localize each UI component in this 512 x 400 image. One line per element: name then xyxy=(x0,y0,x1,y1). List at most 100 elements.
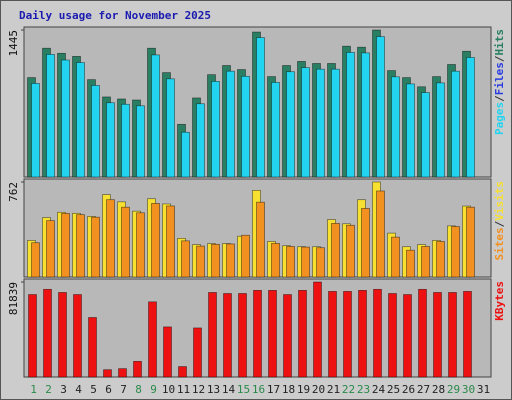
x-tick-label: 9 xyxy=(150,383,157,396)
bar xyxy=(316,247,325,278)
bar xyxy=(463,291,472,378)
x-tick-label: 29 xyxy=(447,383,460,396)
bar xyxy=(313,281,322,378)
bar xyxy=(376,36,385,178)
bar xyxy=(298,290,307,378)
x-tick-label: 13 xyxy=(207,383,220,396)
bar xyxy=(256,37,265,178)
bar xyxy=(76,214,85,278)
bar xyxy=(376,190,385,278)
legend-entry: Sites xyxy=(493,227,506,260)
bar xyxy=(193,327,202,378)
bar xyxy=(136,105,145,178)
bar xyxy=(466,206,475,278)
bar xyxy=(163,326,172,378)
x-tick-label: 18 xyxy=(282,383,295,396)
bar xyxy=(211,243,220,278)
bar xyxy=(103,369,112,378)
bar xyxy=(391,76,400,178)
bar xyxy=(406,83,415,178)
x-tick-label: 4 xyxy=(75,383,82,396)
bar xyxy=(346,224,355,278)
x-tick-label: 14 xyxy=(222,383,236,396)
x-tick-label: 1 xyxy=(30,383,37,396)
bar xyxy=(331,68,340,178)
y-tick-label: 1445 xyxy=(7,30,20,57)
chart-title: Daily usage for November 2025 xyxy=(19,9,211,22)
bar xyxy=(223,293,232,378)
x-tick-label: 5 xyxy=(90,383,97,396)
legend-separator: / xyxy=(493,220,506,227)
bar xyxy=(373,288,382,378)
bar xyxy=(91,85,100,178)
legend-entry: Visits xyxy=(493,181,506,221)
legend-entry: Hits xyxy=(493,29,506,56)
bar xyxy=(403,294,412,378)
bar xyxy=(451,226,460,278)
x-tick-label: 16 xyxy=(252,383,265,396)
bar xyxy=(148,301,157,378)
bar xyxy=(76,62,85,178)
bar xyxy=(283,294,292,378)
legend-entry: KBytes xyxy=(493,281,506,321)
y-tick-label: 81839 xyxy=(7,282,20,315)
bar xyxy=(196,103,205,178)
bar xyxy=(343,291,352,378)
bar xyxy=(181,240,190,278)
legend: Pages/Files/Hits xyxy=(493,29,506,135)
legend-separator: / xyxy=(493,55,506,62)
bar xyxy=(418,288,427,378)
bar xyxy=(181,131,190,178)
bar xyxy=(301,67,310,178)
x-tick-label: 31 xyxy=(477,383,490,396)
bar xyxy=(256,201,265,278)
bar xyxy=(238,293,247,378)
x-tick-label: 2 xyxy=(45,383,52,396)
x-tick-label: 25 xyxy=(387,383,400,396)
bar xyxy=(211,81,220,178)
bar xyxy=(316,68,325,178)
bar xyxy=(241,75,250,178)
bar xyxy=(61,213,70,278)
bar xyxy=(361,208,370,278)
x-tick-label: 20 xyxy=(312,383,325,396)
bar xyxy=(46,54,55,178)
bar xyxy=(133,360,142,378)
bar xyxy=(406,249,415,278)
bar xyxy=(448,292,457,378)
x-tick-label: 22 xyxy=(342,383,355,396)
bar xyxy=(301,246,310,278)
bar xyxy=(268,290,277,378)
bar xyxy=(121,206,130,278)
x-tick-label: 10 xyxy=(162,383,175,396)
bar xyxy=(421,246,430,278)
bar xyxy=(58,292,67,378)
bar xyxy=(286,246,295,278)
x-tick-label: 8 xyxy=(135,383,142,396)
bar xyxy=(31,242,40,278)
x-tick-label: 23 xyxy=(357,383,370,396)
legend-entry: Pages xyxy=(493,102,506,135)
bar xyxy=(361,52,370,178)
x-tick-label: 19 xyxy=(297,383,310,396)
bar xyxy=(451,70,460,178)
bar xyxy=(88,317,97,378)
bar xyxy=(286,71,295,178)
x-tick-label: 24 xyxy=(372,383,386,396)
bar xyxy=(106,102,115,178)
bar xyxy=(271,82,280,178)
bar xyxy=(166,205,175,278)
bar xyxy=(346,52,355,178)
bar xyxy=(91,216,100,278)
x-tick-label: 7 xyxy=(120,383,127,396)
x-tick-label: 17 xyxy=(267,383,280,396)
bar xyxy=(28,294,37,378)
x-tick-label: 11 xyxy=(177,383,190,396)
x-tick-label: 6 xyxy=(105,383,112,396)
bar xyxy=(121,103,130,178)
x-tick-label: 12 xyxy=(192,383,205,396)
bar xyxy=(436,82,445,178)
x-tick-label: 28 xyxy=(432,383,445,396)
bar xyxy=(166,78,175,178)
